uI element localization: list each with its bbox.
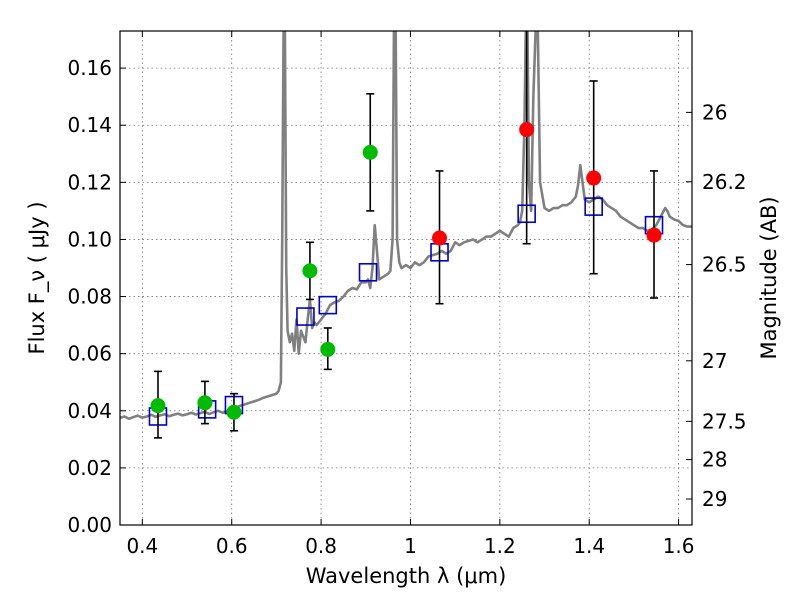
y-tick-label: 0.04 [67,399,112,423]
y-tick-label: 0.08 [67,285,112,309]
x-tick-label: 1.2 [484,534,516,558]
red-data-point [646,227,662,243]
x-tick-label: 1.4 [573,534,605,558]
model-photometry-square [318,295,338,315]
y-tick-label: 0.06 [67,342,112,366]
mag-tick-label: 27.5 [702,409,747,433]
red-data-point [586,170,602,186]
green-data-point [362,144,378,160]
axis-ticks: 0.4 0.6 0.8 1 1.2 1.4 1.6 0.00 0.02 0.04 0.06 0.08 0… [67,31,747,558]
y-tick-label: 0.16 [67,56,112,80]
mag-tick-label: 26.2 [702,170,747,194]
data-points-layer [148,31,664,439]
y-tick-label: 0.10 [67,227,112,251]
x-tick-label: 1 [404,534,417,558]
mag-tick-label: 26 [702,100,727,124]
green-data-point [320,341,336,357]
x-tick-label: 0.8 [305,534,337,558]
green-data-point [197,395,213,411]
green-data-point [150,398,166,414]
x-axis-label: Wavelength λ (μm) [306,564,507,588]
red-data-point [519,122,535,138]
plot-background [120,31,692,525]
y-tick-label: 0.02 [67,456,112,480]
x-tick-label: 0.4 [126,534,158,558]
x-tick-label: 0.6 [216,534,248,558]
red-data-point [432,230,448,246]
green-data-point [226,404,242,420]
right-axis-label: Magnitude (AB) [757,196,781,359]
y-tick-label: 0.14 [67,113,112,137]
x-tick-label: 1.6 [663,534,695,558]
plot-frame [119,30,693,526]
mag-tick-label: 27 [702,349,727,373]
y-tick-label: 0.00 [67,513,112,537]
mag-tick-label: 29 [702,487,727,511]
y-tick-label: 0.12 [67,170,112,194]
model-photometry-square [296,307,315,326]
green-data-point [302,263,318,279]
mag-tick-label: 26.5 [702,253,747,277]
y-axis-label: Flux F_ν ( μJy ) [25,201,50,354]
model-photometry-square [358,262,378,282]
mag-tick-label: 28 [702,448,727,472]
